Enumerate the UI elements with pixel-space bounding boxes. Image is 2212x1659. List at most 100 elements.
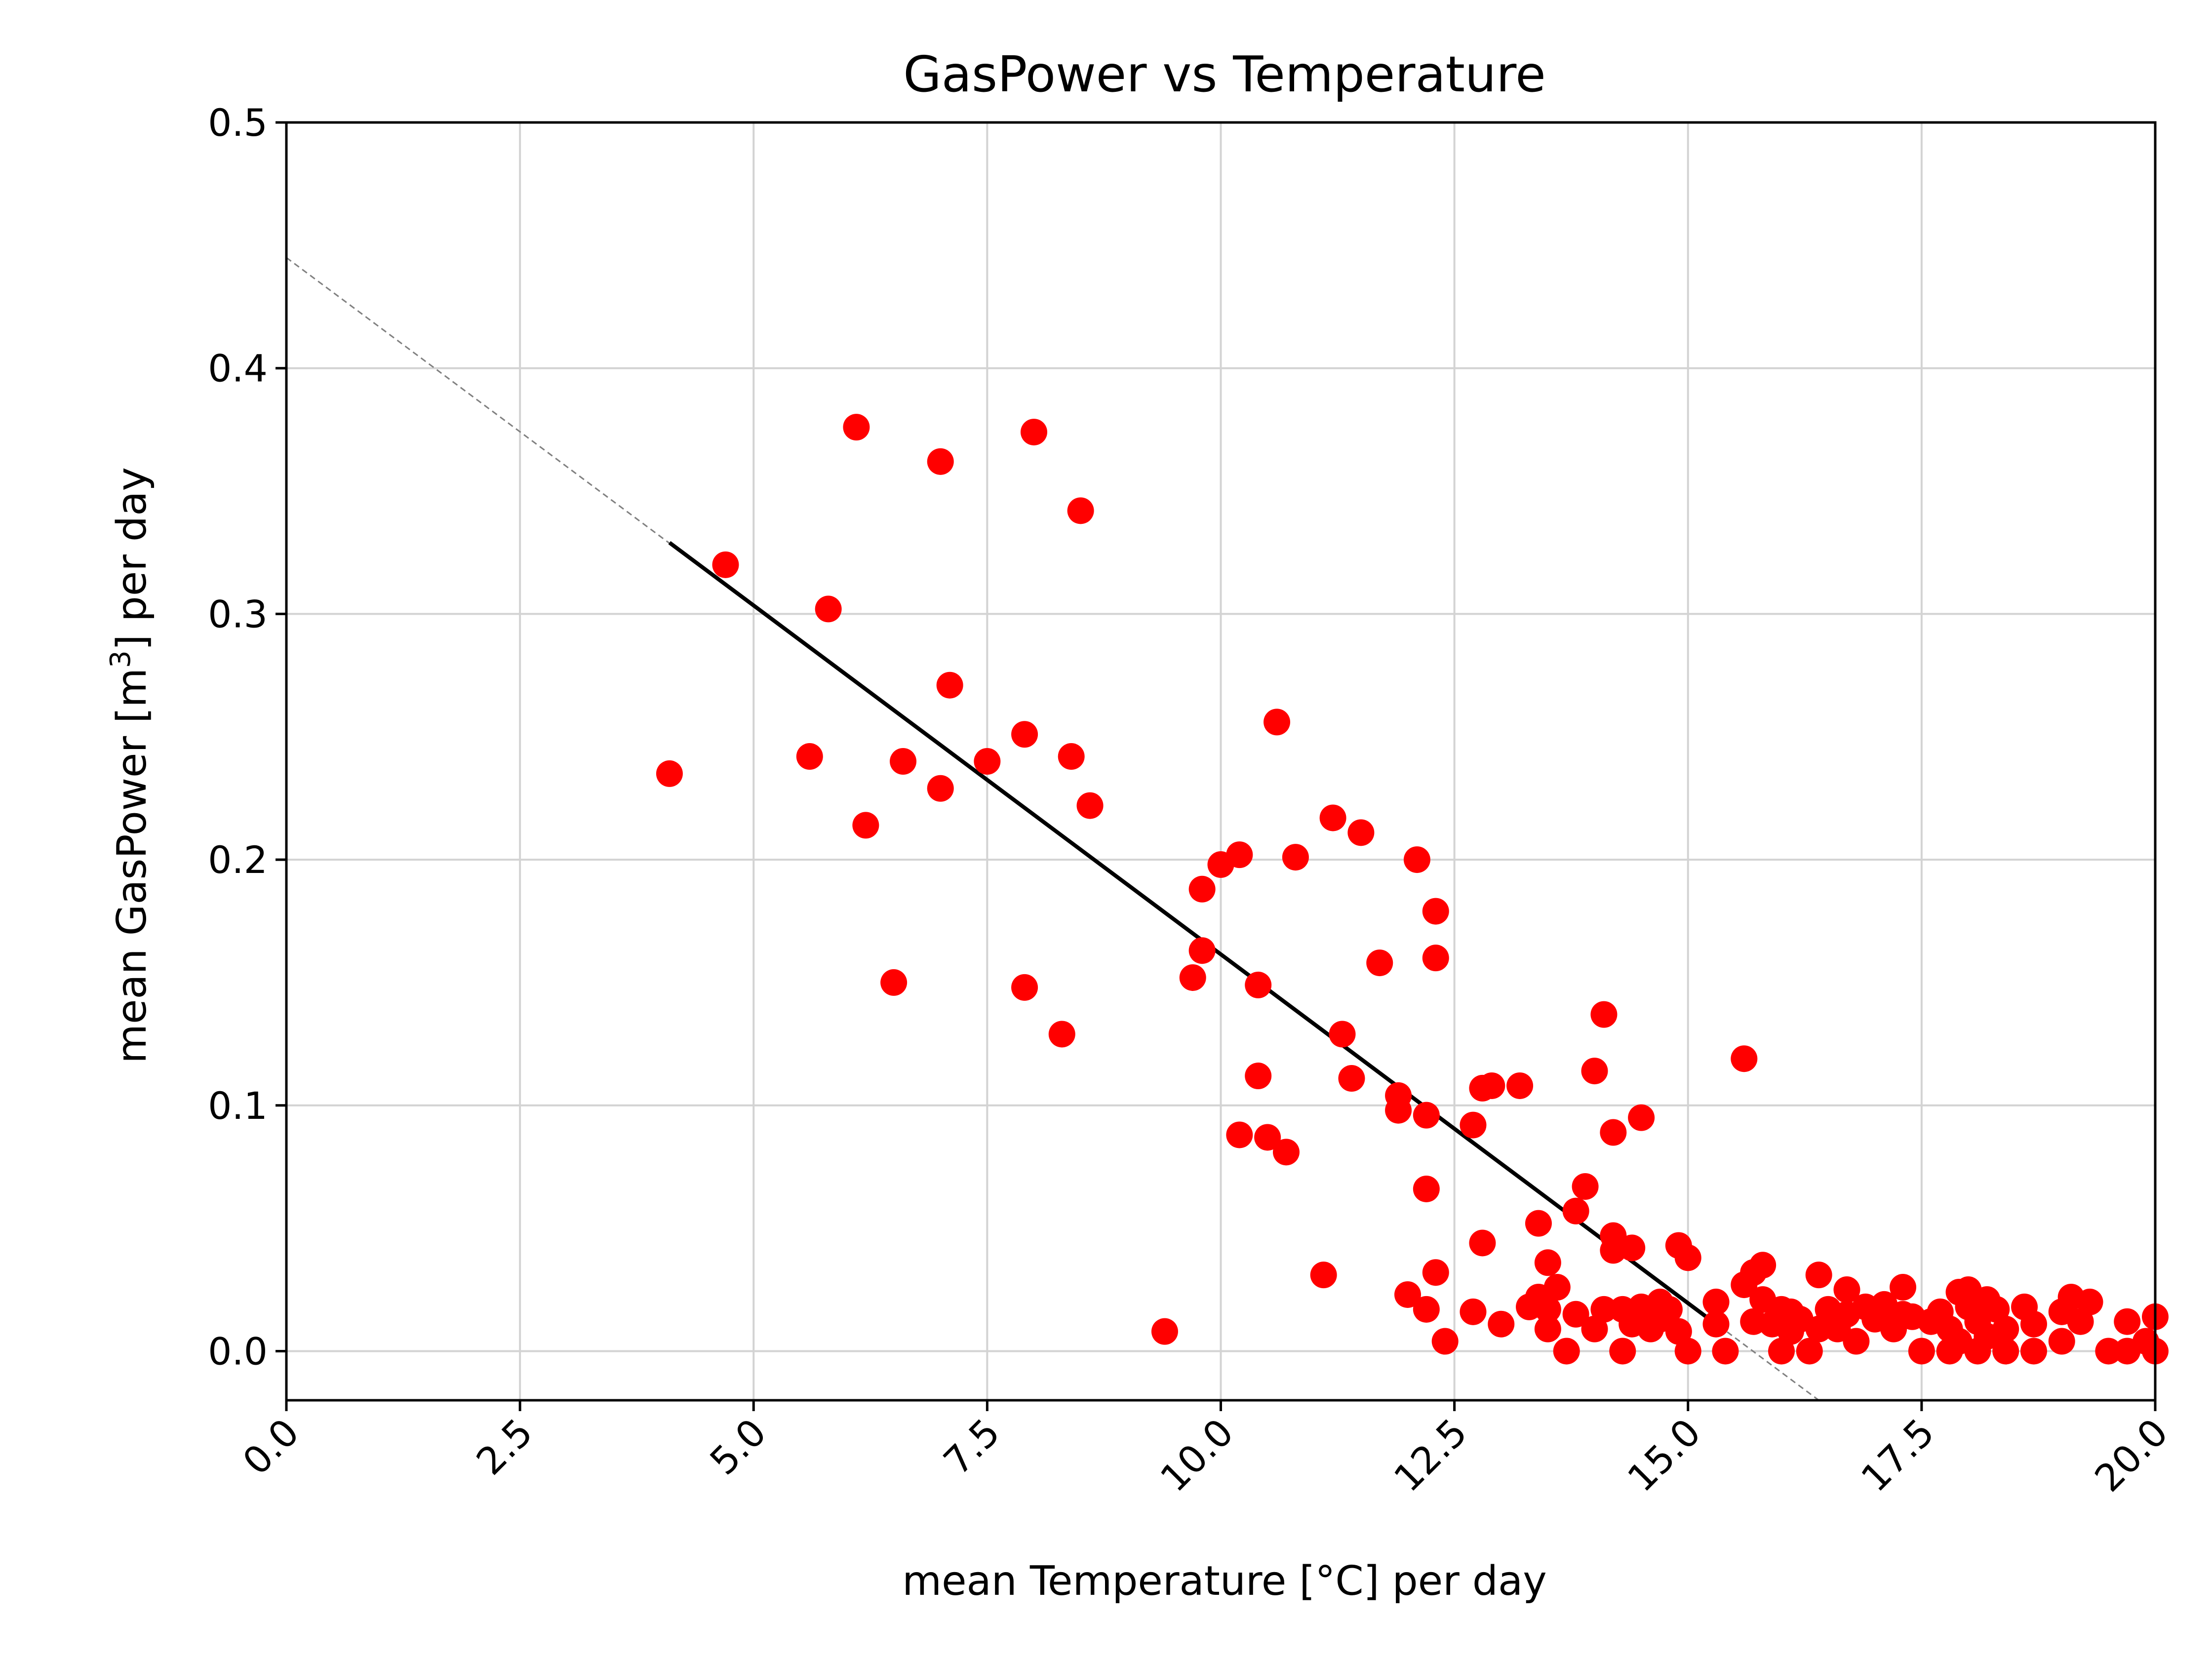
data-point — [1011, 974, 1038, 1001]
chart-title: GasPower vs Temperature — [903, 45, 1546, 103]
data-point — [1282, 844, 1309, 871]
data-point — [712, 551, 739, 578]
data-point — [2020, 1338, 2047, 1365]
data-point — [1609, 1338, 1636, 1365]
data-point — [843, 414, 870, 441]
data-point — [796, 743, 823, 770]
data-point — [1422, 898, 1449, 925]
data-point — [1422, 1259, 1449, 1286]
data-point — [1992, 1338, 2019, 1365]
data-point — [1319, 804, 1346, 831]
data-point — [1572, 1173, 1599, 1200]
data-point — [1534, 1249, 1561, 1276]
data-point — [1890, 1274, 1917, 1301]
data-point — [1590, 1001, 1618, 1028]
data-point — [1347, 819, 1375, 846]
y-tick-label: 0.5 — [208, 101, 268, 145]
data-point — [1833, 1276, 1860, 1304]
data-point — [1272, 1139, 1300, 1166]
data-point — [1600, 1119, 1627, 1146]
data-point — [1011, 721, 1038, 748]
y-axis-label-main: mean GasPower [m — [109, 668, 156, 1064]
data-point — [1553, 1338, 1580, 1365]
data-point — [1385, 1097, 1412, 1124]
data-point — [1674, 1244, 1701, 1271]
data-point — [1590, 1296, 1618, 1323]
data-point — [1534, 1296, 1561, 1323]
data-point — [1188, 937, 1216, 964]
data-point — [1413, 1296, 1440, 1323]
data-point — [927, 775, 954, 802]
data-point — [1310, 1262, 1337, 1289]
data-point — [1226, 841, 1253, 869]
data-point — [880, 969, 908, 996]
data-point — [2095, 1338, 2122, 1365]
data-point — [890, 748, 917, 775]
data-point — [1179, 964, 1206, 991]
data-point — [1506, 1072, 1534, 1099]
data-point — [1796, 1338, 1823, 1365]
data-point — [1431, 1328, 1459, 1355]
data-point — [1188, 875, 1216, 903]
data-point — [852, 812, 879, 839]
data-point — [1749, 1252, 1777, 1279]
data-point — [2048, 1328, 2075, 1355]
data-point — [815, 595, 842, 623]
y-axis-label-tail: ] per day — [109, 467, 156, 650]
data-point — [1460, 1111, 1487, 1139]
data-point — [1702, 1310, 1730, 1338]
data-point — [2114, 1308, 2141, 1335]
data-point — [1413, 1102, 1440, 1129]
data-point — [1254, 1124, 1281, 1151]
data-point — [1478, 1072, 1505, 1099]
data-point — [1543, 1274, 1571, 1301]
data-point — [1908, 1338, 1935, 1365]
data-point — [1403, 846, 1430, 873]
data-point — [1366, 949, 1393, 977]
data-point — [1843, 1328, 1870, 1355]
data-point — [1394, 1281, 1421, 1308]
data-point — [1226, 1121, 1253, 1148]
data-point — [1562, 1197, 1589, 1224]
data-point — [1525, 1210, 1552, 1237]
data-point — [1702, 1288, 1730, 1315]
x-axis-label: mean Temperature [°C] per day — [902, 1558, 1547, 1605]
data-point — [1534, 1315, 1561, 1343]
data-point — [1264, 709, 1291, 736]
data-point — [2076, 1288, 2103, 1315]
y-tick-label: 0.2 — [208, 838, 268, 882]
data-point — [1245, 971, 1272, 998]
data-point — [1674, 1338, 1701, 1365]
data-point — [1021, 419, 1047, 446]
data-point — [1422, 945, 1449, 972]
data-point — [1712, 1338, 1739, 1365]
data-point — [1058, 743, 1085, 770]
data-point — [1619, 1234, 1646, 1262]
data-point — [1488, 1310, 1515, 1338]
data-point — [1628, 1104, 1655, 1131]
y-tick-label: 0.4 — [208, 347, 268, 391]
grid — [285, 121, 2156, 1400]
data-points — [656, 414, 2169, 1365]
data-point — [1067, 497, 1094, 524]
data-point — [2020, 1310, 2047, 1338]
y-axis-label: mean GasPower [m3] per day — [105, 467, 156, 1064]
data-point — [1245, 1063, 1272, 1090]
data-point — [1338, 1065, 1365, 1092]
data-point — [1413, 1175, 1440, 1202]
y-tick-label: 0.1 — [208, 1084, 268, 1128]
data-point — [1329, 1021, 1356, 1048]
y-axis-label-superscript: 3 — [105, 650, 137, 668]
data-point — [1076, 792, 1104, 819]
data-point — [1731, 1045, 1758, 1072]
fit-line — [668, 541, 1717, 1326]
data-point — [936, 672, 963, 699]
data-point — [1048, 1021, 1075, 1048]
data-point — [1805, 1262, 1832, 1289]
data-point — [1460, 1298, 1487, 1325]
data-point — [1469, 1229, 1496, 1257]
y-tick-label: 0.0 — [208, 1329, 268, 1373]
data-point — [656, 760, 683, 787]
